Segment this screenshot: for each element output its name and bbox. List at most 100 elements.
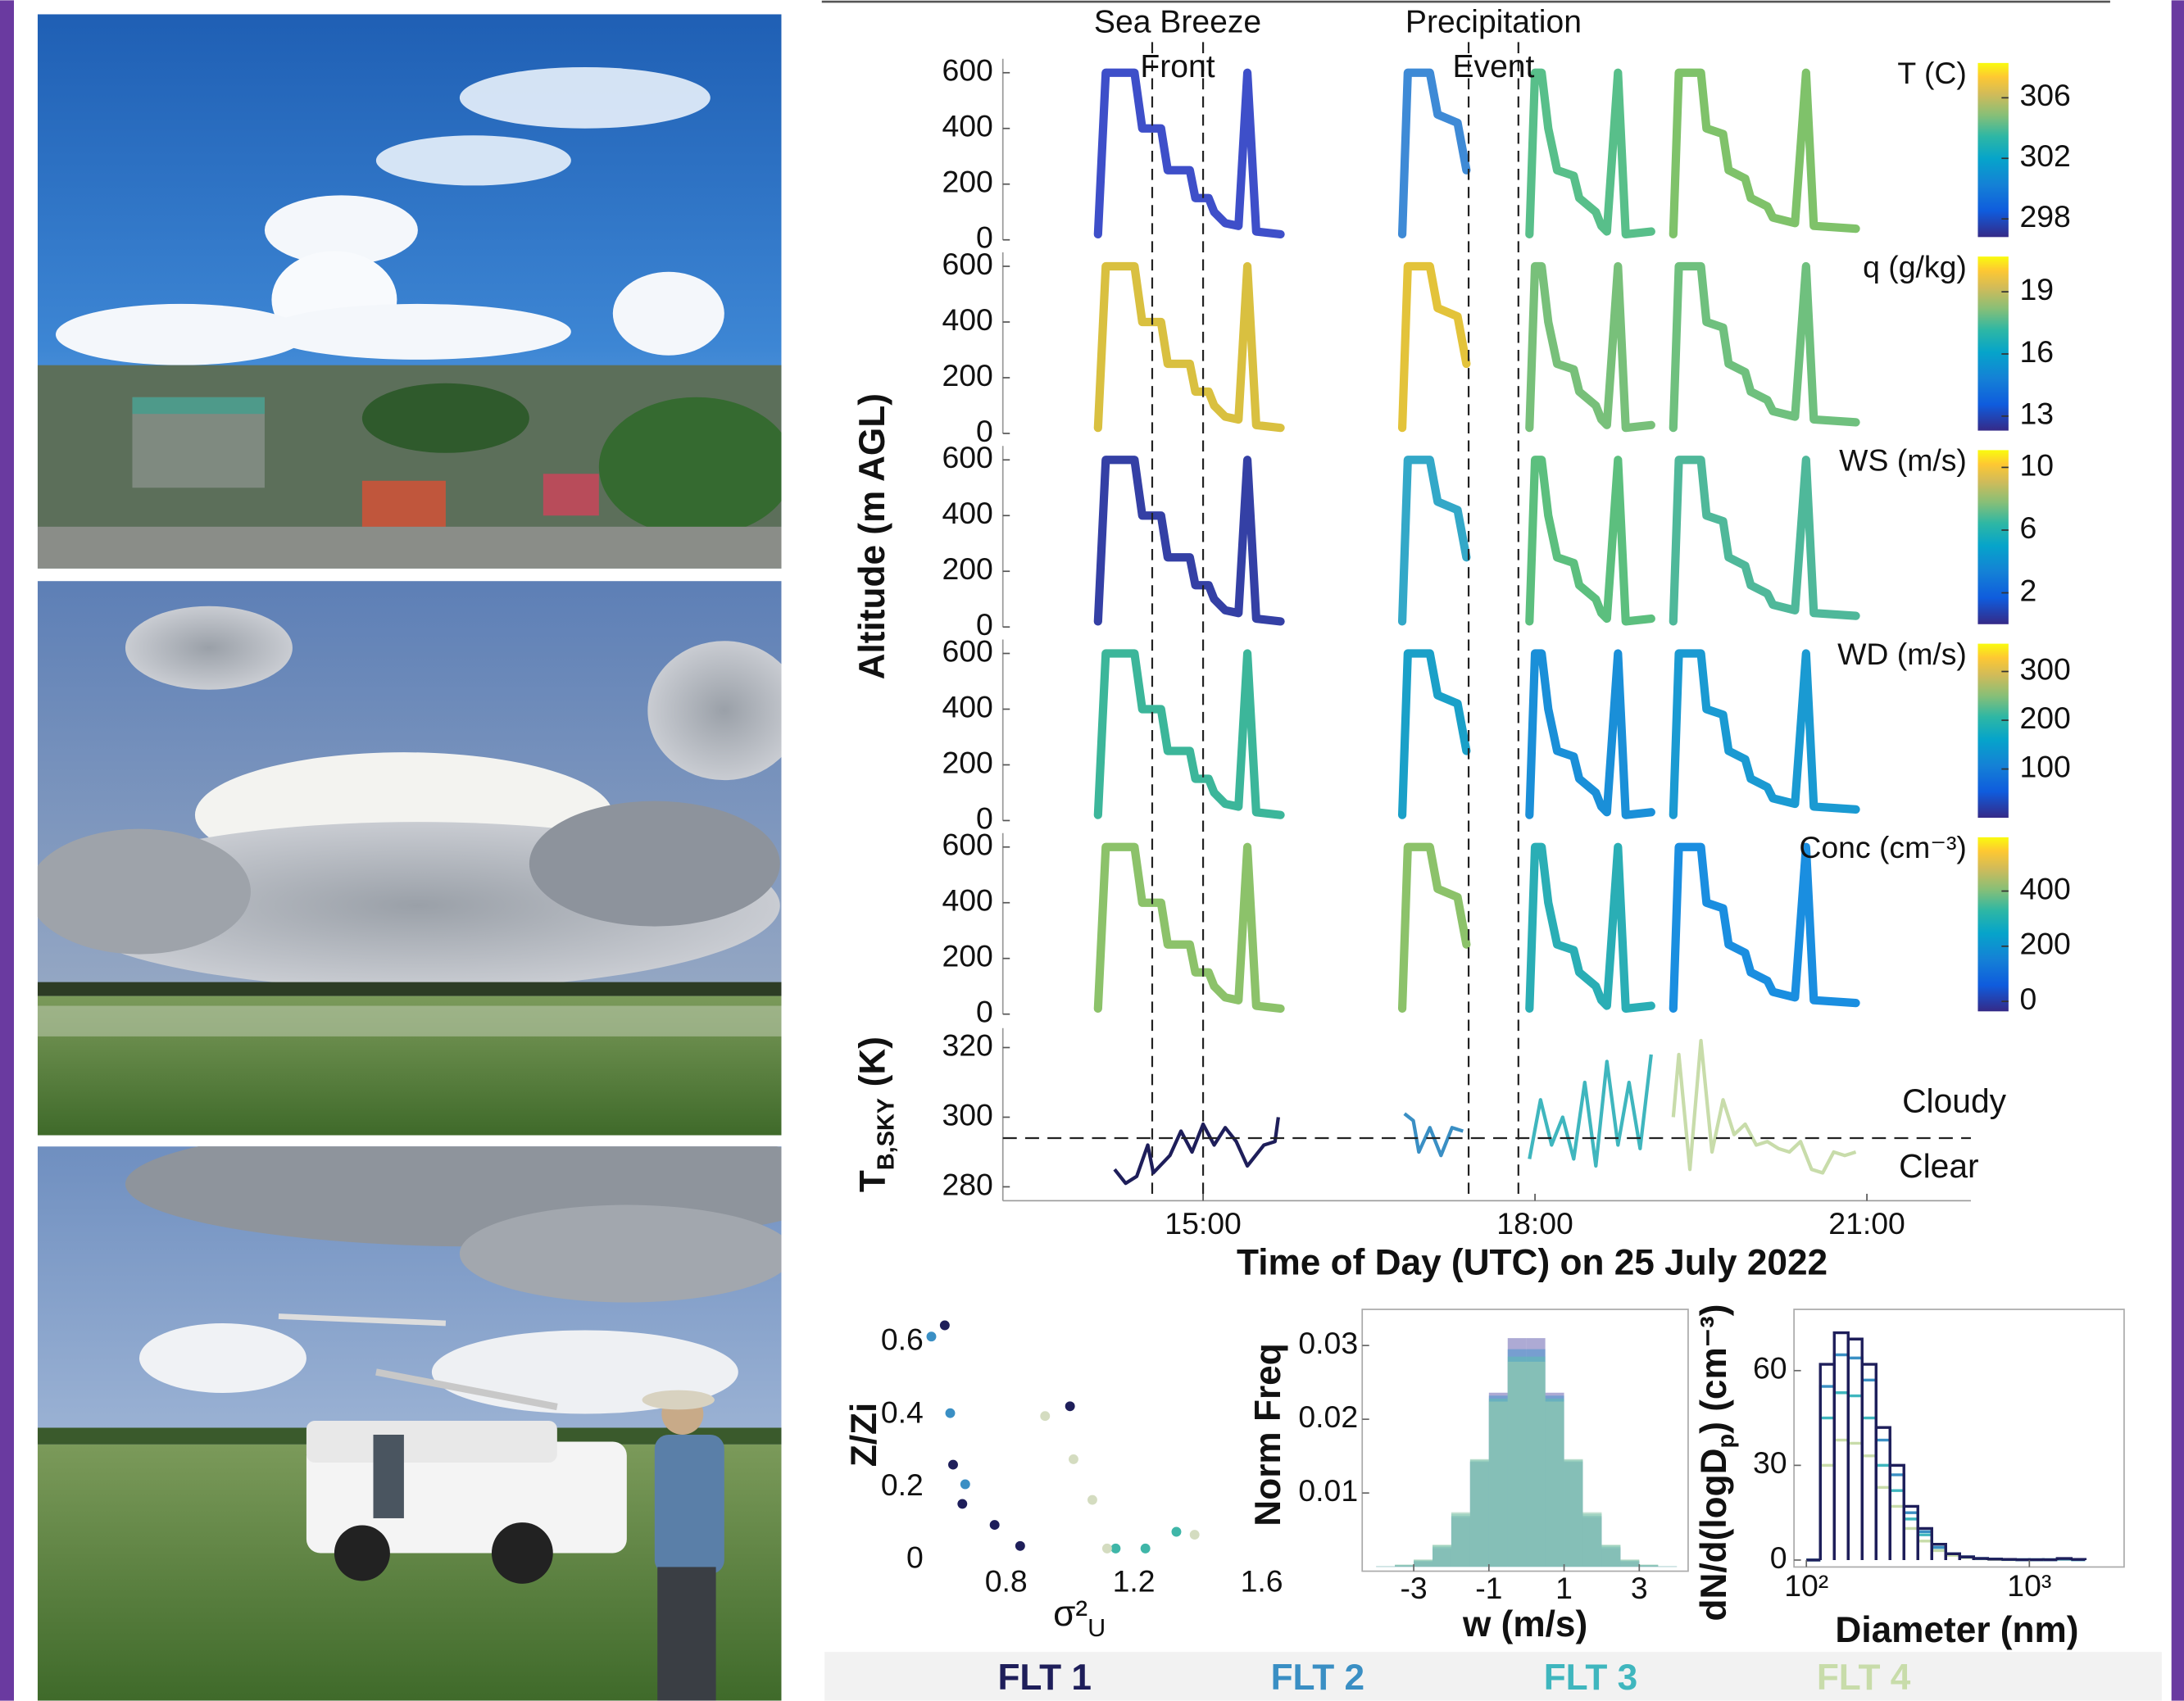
x-axis-label-part: σ² bbox=[1053, 1594, 1087, 1634]
y-tick-label: 30 bbox=[1753, 1445, 1787, 1480]
scatter-point bbox=[1102, 1544, 1112, 1554]
colorbar-tick-label: 0 bbox=[2019, 982, 2036, 1016]
x-tick-label: 1.2 bbox=[1113, 1564, 1156, 1599]
y-axis-label-part: Norm Freq bbox=[1248, 1343, 1288, 1526]
y-tick-label: 600 bbox=[942, 828, 992, 862]
scatter-point bbox=[927, 1331, 937, 1341]
annotation: Clear bbox=[1899, 1147, 1978, 1185]
histogram-bar bbox=[1639, 1564, 1658, 1567]
colorbar-tick-label: 19 bbox=[2019, 272, 2054, 306]
y-tick-label: 60 bbox=[1753, 1351, 1787, 1386]
colorbar-tick-label: 6 bbox=[2019, 510, 2036, 545]
figure: 0200400600298302306T (C)0200400600131619… bbox=[0, 0, 2184, 1701]
event-label: Sea Breeze bbox=[1094, 5, 1261, 40]
colorbar-tick-label: 302 bbox=[2019, 138, 2070, 173]
x-axis-label: Time of Day (UTC) on 25 July 2022 bbox=[1237, 1242, 1828, 1282]
legend-entry: FLT 3 bbox=[1544, 1658, 1638, 1698]
scatter-point bbox=[990, 1520, 1000, 1530]
y-axis-label-part: B,SKY bbox=[873, 1098, 899, 1170]
x-tick-label: 1 bbox=[1555, 1571, 1573, 1605]
y-tick-label: 200 bbox=[942, 165, 992, 199]
y-tick-label: 0 bbox=[1770, 1540, 1787, 1575]
x-tick-label: -3 bbox=[1400, 1571, 1427, 1605]
x-axis-label: Diameter (nm) bbox=[1835, 1610, 2078, 1650]
histogram-bar bbox=[1433, 1545, 1451, 1567]
y-tick-label: 400 bbox=[942, 496, 992, 530]
y-tick-label: 0.2 bbox=[881, 1467, 924, 1502]
colorbar bbox=[1977, 450, 2008, 624]
scatter-point bbox=[1172, 1527, 1182, 1537]
colorbar-tick-label: 10 bbox=[2019, 447, 2054, 482]
histogram-bar bbox=[1546, 1402, 1564, 1567]
colorbar-tick-label: 13 bbox=[2019, 397, 2054, 431]
scatter-point bbox=[946, 1408, 956, 1418]
scatter-point bbox=[1065, 1401, 1075, 1411]
right-border bbox=[2172, 0, 2184, 1700]
x-tick-label: -1 bbox=[1475, 1571, 1502, 1605]
y-tick-label: 600 bbox=[942, 633, 992, 668]
colorbar-tick-label: 2 bbox=[2019, 573, 2036, 607]
colorbar bbox=[1977, 256, 2008, 430]
colorbar-tick-label: 400 bbox=[2019, 871, 2070, 905]
y-axis-label: Norm Freq bbox=[1248, 1343, 1288, 1526]
x-tick-label: 15:00 bbox=[1165, 1206, 1242, 1241]
scatter-point bbox=[1087, 1495, 1097, 1505]
colorbar-tick-label: 100 bbox=[2019, 749, 2070, 783]
x-axis-label: w (m/s) bbox=[1462, 1604, 1587, 1644]
annotation: Cloudy bbox=[1902, 1082, 2007, 1119]
legend-entry: FLT 1 bbox=[997, 1658, 1092, 1698]
y-tick-label: 0.4 bbox=[881, 1395, 924, 1429]
y-tick-label: 200 bbox=[942, 358, 992, 392]
y-axis-label-part: Z/Zi bbox=[844, 1403, 884, 1467]
y-tick-label: 200 bbox=[942, 551, 992, 586]
x-tick-label: 3 bbox=[1631, 1571, 1648, 1605]
histogram-bar bbox=[1601, 1545, 1620, 1567]
y-tick-label: 320 bbox=[942, 1027, 992, 1062]
y-tick-label: 400 bbox=[942, 883, 992, 918]
colorbar bbox=[1977, 63, 2008, 237]
y-tick-label: 0 bbox=[976, 995, 993, 1029]
y-tick-label: 200 bbox=[942, 745, 992, 779]
colorbar-tick-label: 298 bbox=[2019, 199, 2070, 234]
y-tick-label: 600 bbox=[942, 440, 992, 474]
size-bin bbox=[1987, 1559, 2001, 1560]
x-tick-label: 0.8 bbox=[985, 1564, 1028, 1599]
x-tick-label: 21:00 bbox=[1828, 1206, 1905, 1241]
size-bin bbox=[2001, 1559, 2015, 1560]
colorbar-label: T (C) bbox=[1897, 56, 1966, 90]
photo-town bbox=[38, 14, 794, 568]
y-tick-label: 600 bbox=[942, 247, 992, 281]
y-tick-label: 0 bbox=[906, 1540, 924, 1574]
x-tick-label: 10³ bbox=[2007, 1568, 2051, 1603]
y-axis-label: Altitude (m AGL) bbox=[852, 393, 892, 679]
y-tick-label: 0.03 bbox=[1298, 1326, 1358, 1360]
histogram-bar bbox=[1451, 1513, 1470, 1567]
legend-entry: FLT 2 bbox=[1271, 1658, 1365, 1698]
histogram-bar bbox=[1527, 1362, 1546, 1567]
histogram-bar bbox=[1564, 1459, 1583, 1567]
histogram-bar bbox=[1508, 1362, 1527, 1567]
size-bin bbox=[2057, 1558, 2071, 1560]
scatter-point bbox=[1190, 1530, 1200, 1540]
scatter-point bbox=[1141, 1544, 1151, 1554]
x-axis-label-part: U bbox=[1087, 1614, 1106, 1642]
page: {"chart_data": [ {"type": "line", "ylabe… bbox=[0, 0, 2184, 1701]
colorbar-label: WD (m/s) bbox=[1837, 637, 1967, 671]
colorbar-label: Conc (cm⁻³) bbox=[1799, 830, 1967, 864]
colorbar bbox=[1977, 837, 2008, 1011]
scatter-point bbox=[1015, 1541, 1025, 1551]
event-label: Precipitation bbox=[1405, 5, 1582, 40]
colorbar-tick-label: 300 bbox=[2019, 651, 2070, 686]
histogram-bar bbox=[1582, 1513, 1601, 1567]
histogram-bar bbox=[1395, 1564, 1414, 1567]
colorbar-tick-label: 16 bbox=[2019, 334, 2054, 369]
y-tick-label: 400 bbox=[942, 689, 992, 723]
x-tick-label: 10² bbox=[1784, 1568, 1828, 1603]
scatter-point bbox=[1069, 1454, 1078, 1464]
x-tick-label: 18:00 bbox=[1496, 1206, 1573, 1241]
y-tick-label: 0.01 bbox=[1298, 1473, 1358, 1508]
y-tick-label: 0.6 bbox=[881, 1322, 924, 1357]
scatter-point bbox=[940, 1321, 950, 1331]
y-tick-label: 300 bbox=[942, 1097, 992, 1132]
scatter-point bbox=[948, 1460, 958, 1470]
